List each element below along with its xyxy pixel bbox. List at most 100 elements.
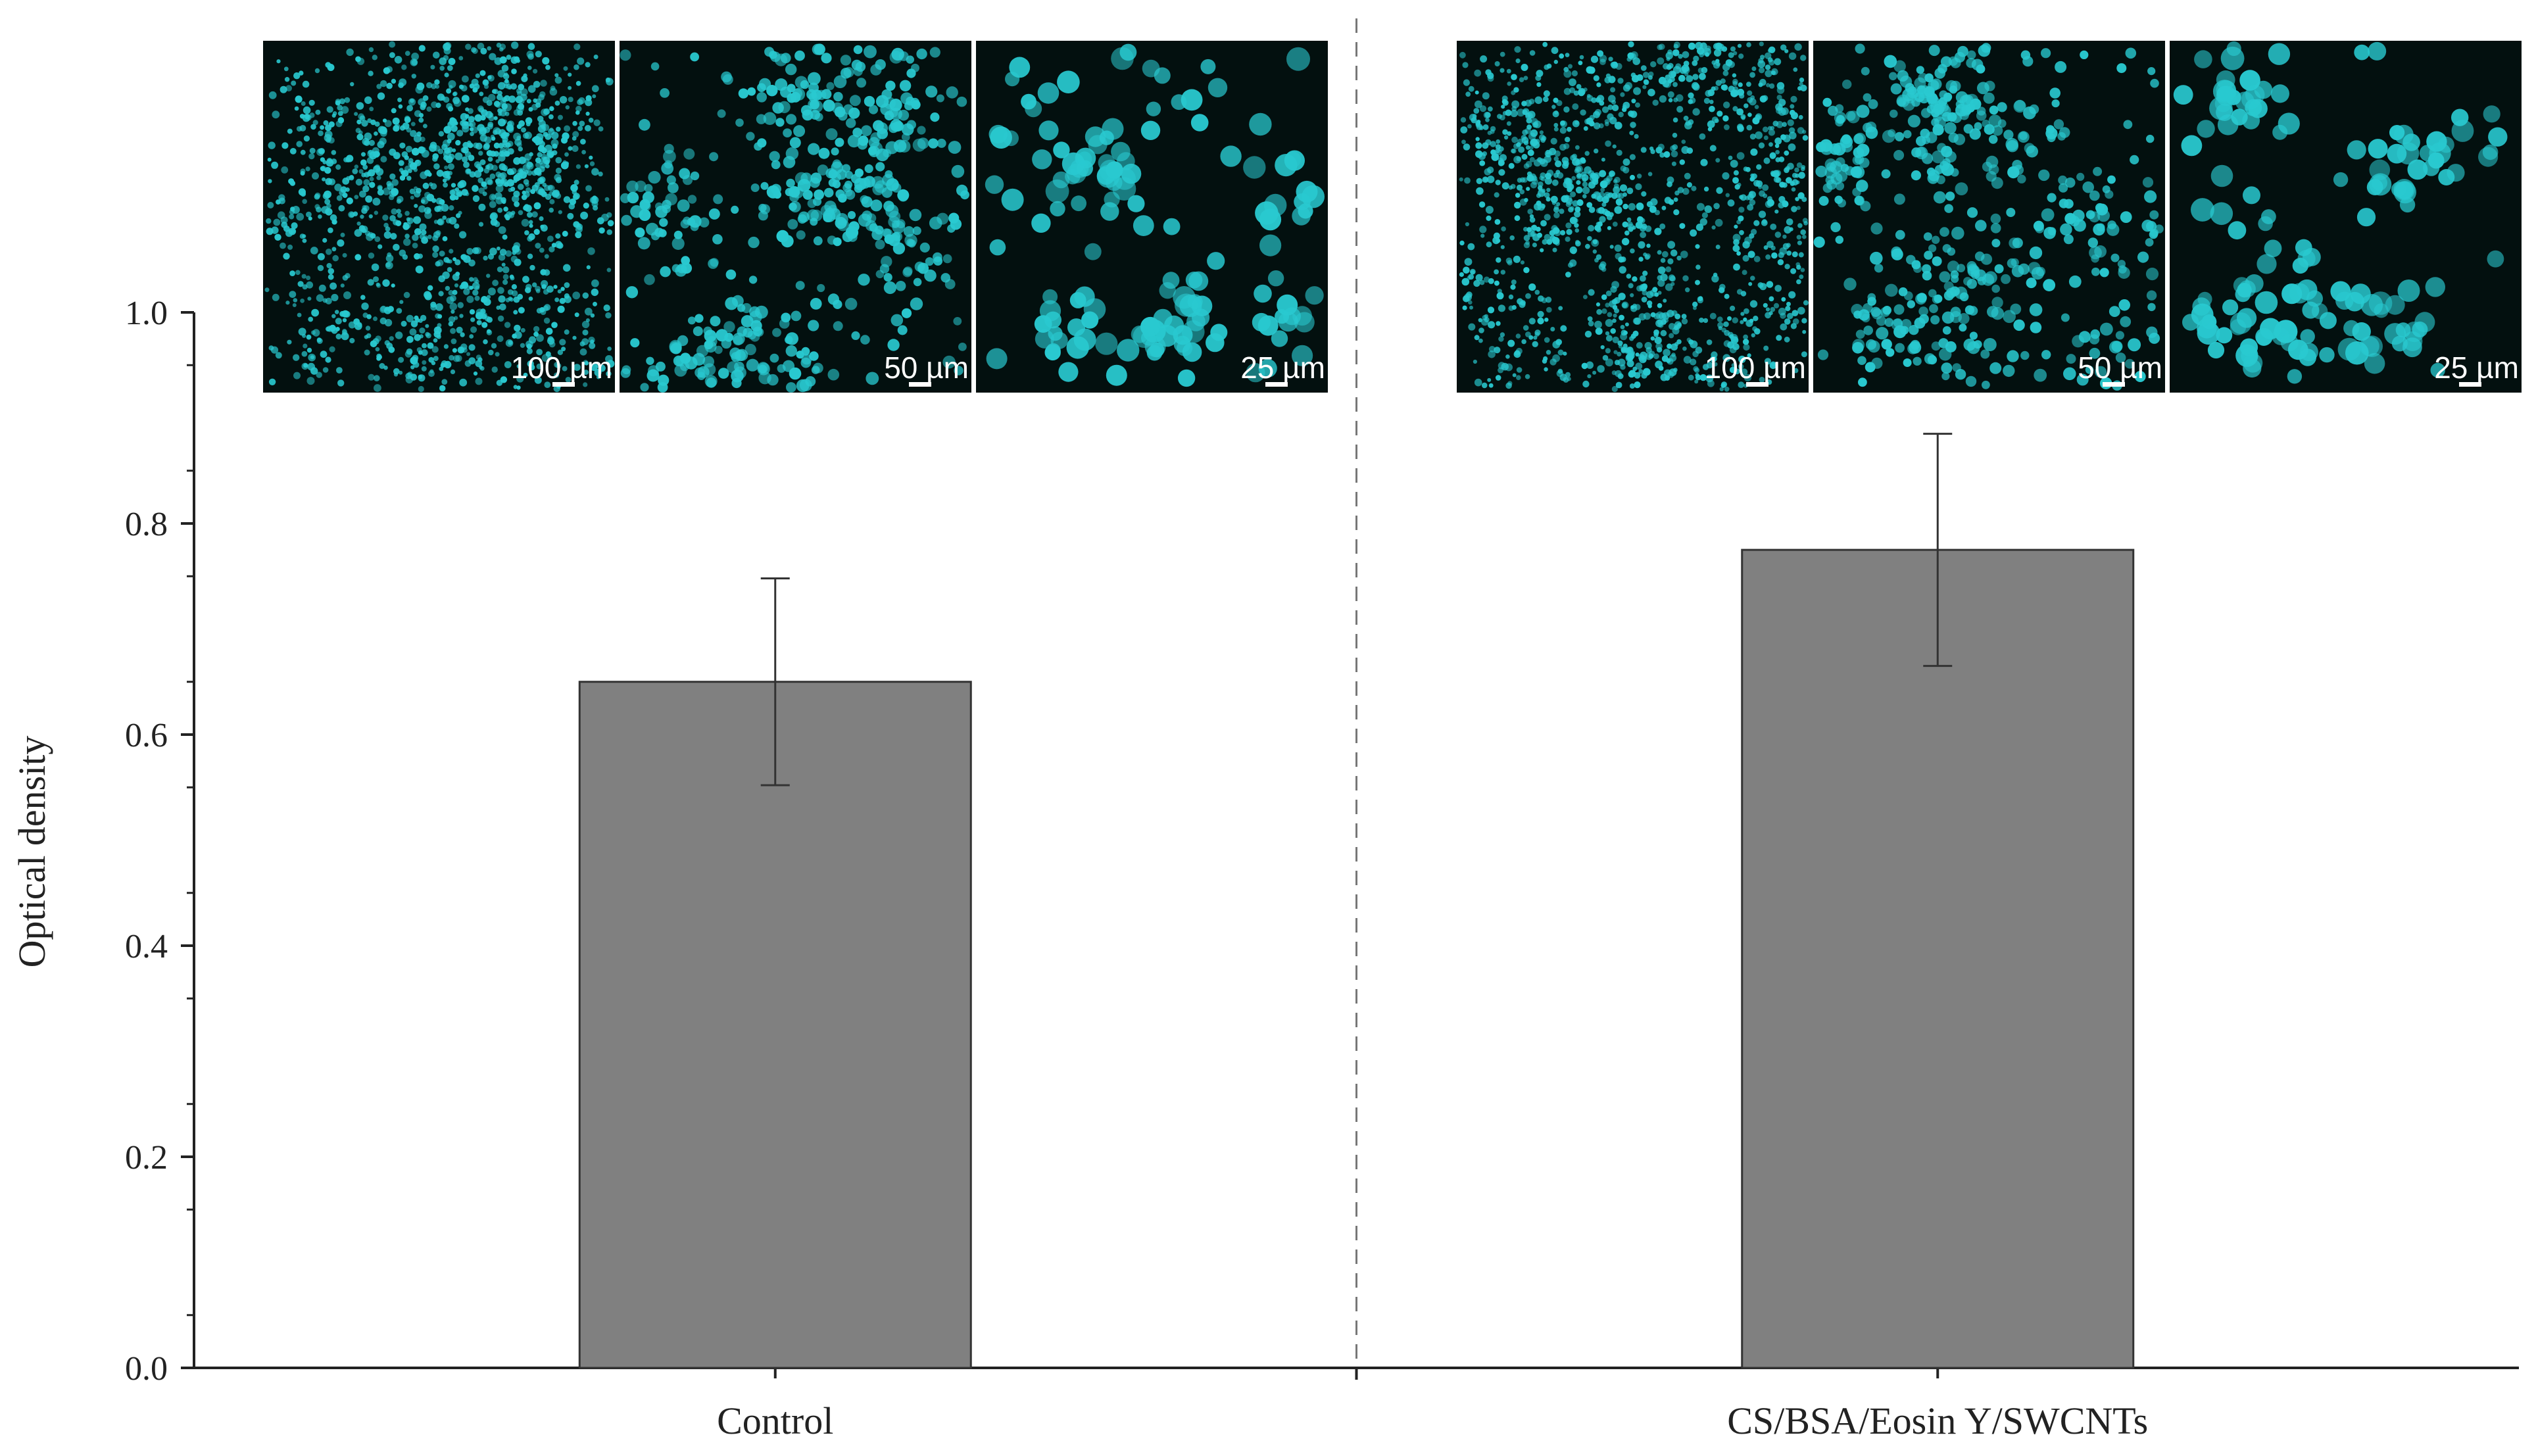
cell	[1144, 336, 1166, 357]
cell	[1622, 84, 1630, 92]
cell	[1774, 143, 1780, 149]
cell	[377, 185, 383, 191]
cell	[503, 206, 508, 212]
cell	[340, 283, 345, 288]
cell	[561, 347, 566, 352]
cell	[527, 65, 532, 70]
cell	[1610, 87, 1616, 93]
cell	[481, 296, 488, 303]
cell	[1596, 195, 1603, 202]
cell	[1574, 120, 1579, 125]
cell	[545, 160, 550, 165]
cell	[1770, 306, 1776, 312]
cell	[2058, 175, 2068, 185]
cell	[362, 185, 370, 193]
cell	[488, 93, 496, 102]
cell	[655, 205, 668, 218]
cell	[1045, 179, 1069, 203]
cell	[2030, 322, 2042, 333]
cell	[526, 170, 533, 176]
cell	[1932, 235, 1940, 244]
cell	[875, 239, 885, 250]
cell	[364, 335, 368, 339]
cell	[322, 177, 326, 182]
cell	[486, 274, 491, 278]
cell	[291, 222, 298, 230]
cell	[1655, 311, 1664, 320]
cell	[545, 328, 553, 335]
cell	[329, 282, 337, 290]
cell	[457, 302, 464, 308]
cell	[1624, 230, 1630, 236]
cell	[316, 372, 322, 378]
cell	[439, 66, 445, 71]
cell	[491, 164, 498, 171]
cell	[847, 134, 861, 148]
cell	[2128, 338, 2141, 352]
cell	[1768, 129, 1775, 136]
cell	[387, 306, 394, 312]
cell	[1544, 192, 1550, 199]
cell	[2144, 190, 2157, 203]
cell	[2068, 275, 2082, 288]
cell	[1769, 83, 1775, 89]
cell	[1703, 186, 1709, 192]
cell	[483, 255, 488, 261]
cell	[844, 170, 853, 180]
cell	[1587, 235, 1592, 241]
cell	[1671, 310, 1678, 316]
cell	[514, 324, 521, 332]
cell	[1482, 176, 1489, 183]
cell	[800, 172, 812, 184]
cell	[1553, 97, 1559, 103]
cell	[452, 97, 460, 105]
cell	[411, 147, 420, 156]
cell	[1884, 55, 1897, 68]
cell	[583, 203, 589, 209]
cell	[1535, 75, 1542, 82]
cell	[567, 212, 574, 220]
cell	[2047, 193, 2057, 203]
cell	[2399, 197, 2416, 213]
cell	[1738, 364, 1744, 370]
cell	[802, 189, 813, 200]
cell	[1692, 351, 1699, 358]
cell	[1557, 349, 1564, 356]
cell	[1970, 270, 1980, 279]
cell	[512, 195, 520, 203]
cell	[1922, 270, 1932, 281]
cell	[502, 274, 509, 280]
cell	[1278, 312, 1298, 332]
cell	[2116, 63, 2127, 74]
cell	[1626, 187, 1634, 195]
cell	[1699, 218, 1707, 226]
cell	[1533, 335, 1538, 340]
cell	[2059, 183, 2068, 193]
cell	[496, 179, 504, 187]
cell	[368, 47, 374, 53]
cell	[370, 119, 376, 126]
cell	[703, 363, 716, 376]
cell	[883, 97, 896, 109]
cell	[1587, 316, 1593, 322]
cell	[727, 361, 739, 374]
cell	[472, 247, 479, 255]
cell	[443, 344, 449, 349]
cell	[1653, 353, 1659, 360]
cell	[738, 88, 749, 99]
cell	[307, 362, 316, 371]
cell	[348, 321, 356, 329]
cell	[1585, 243, 1590, 249]
cell	[454, 316, 458, 320]
cell	[1591, 239, 1599, 247]
cell	[303, 343, 308, 349]
cell	[1594, 320, 1602, 329]
cell	[302, 234, 306, 239]
cell	[1856, 143, 1870, 157]
cell	[1780, 134, 1786, 140]
cell	[1009, 57, 1031, 78]
cell	[442, 236, 448, 241]
cell	[583, 382, 588, 387]
cell	[1801, 197, 1807, 203]
cell	[1711, 275, 1719, 283]
